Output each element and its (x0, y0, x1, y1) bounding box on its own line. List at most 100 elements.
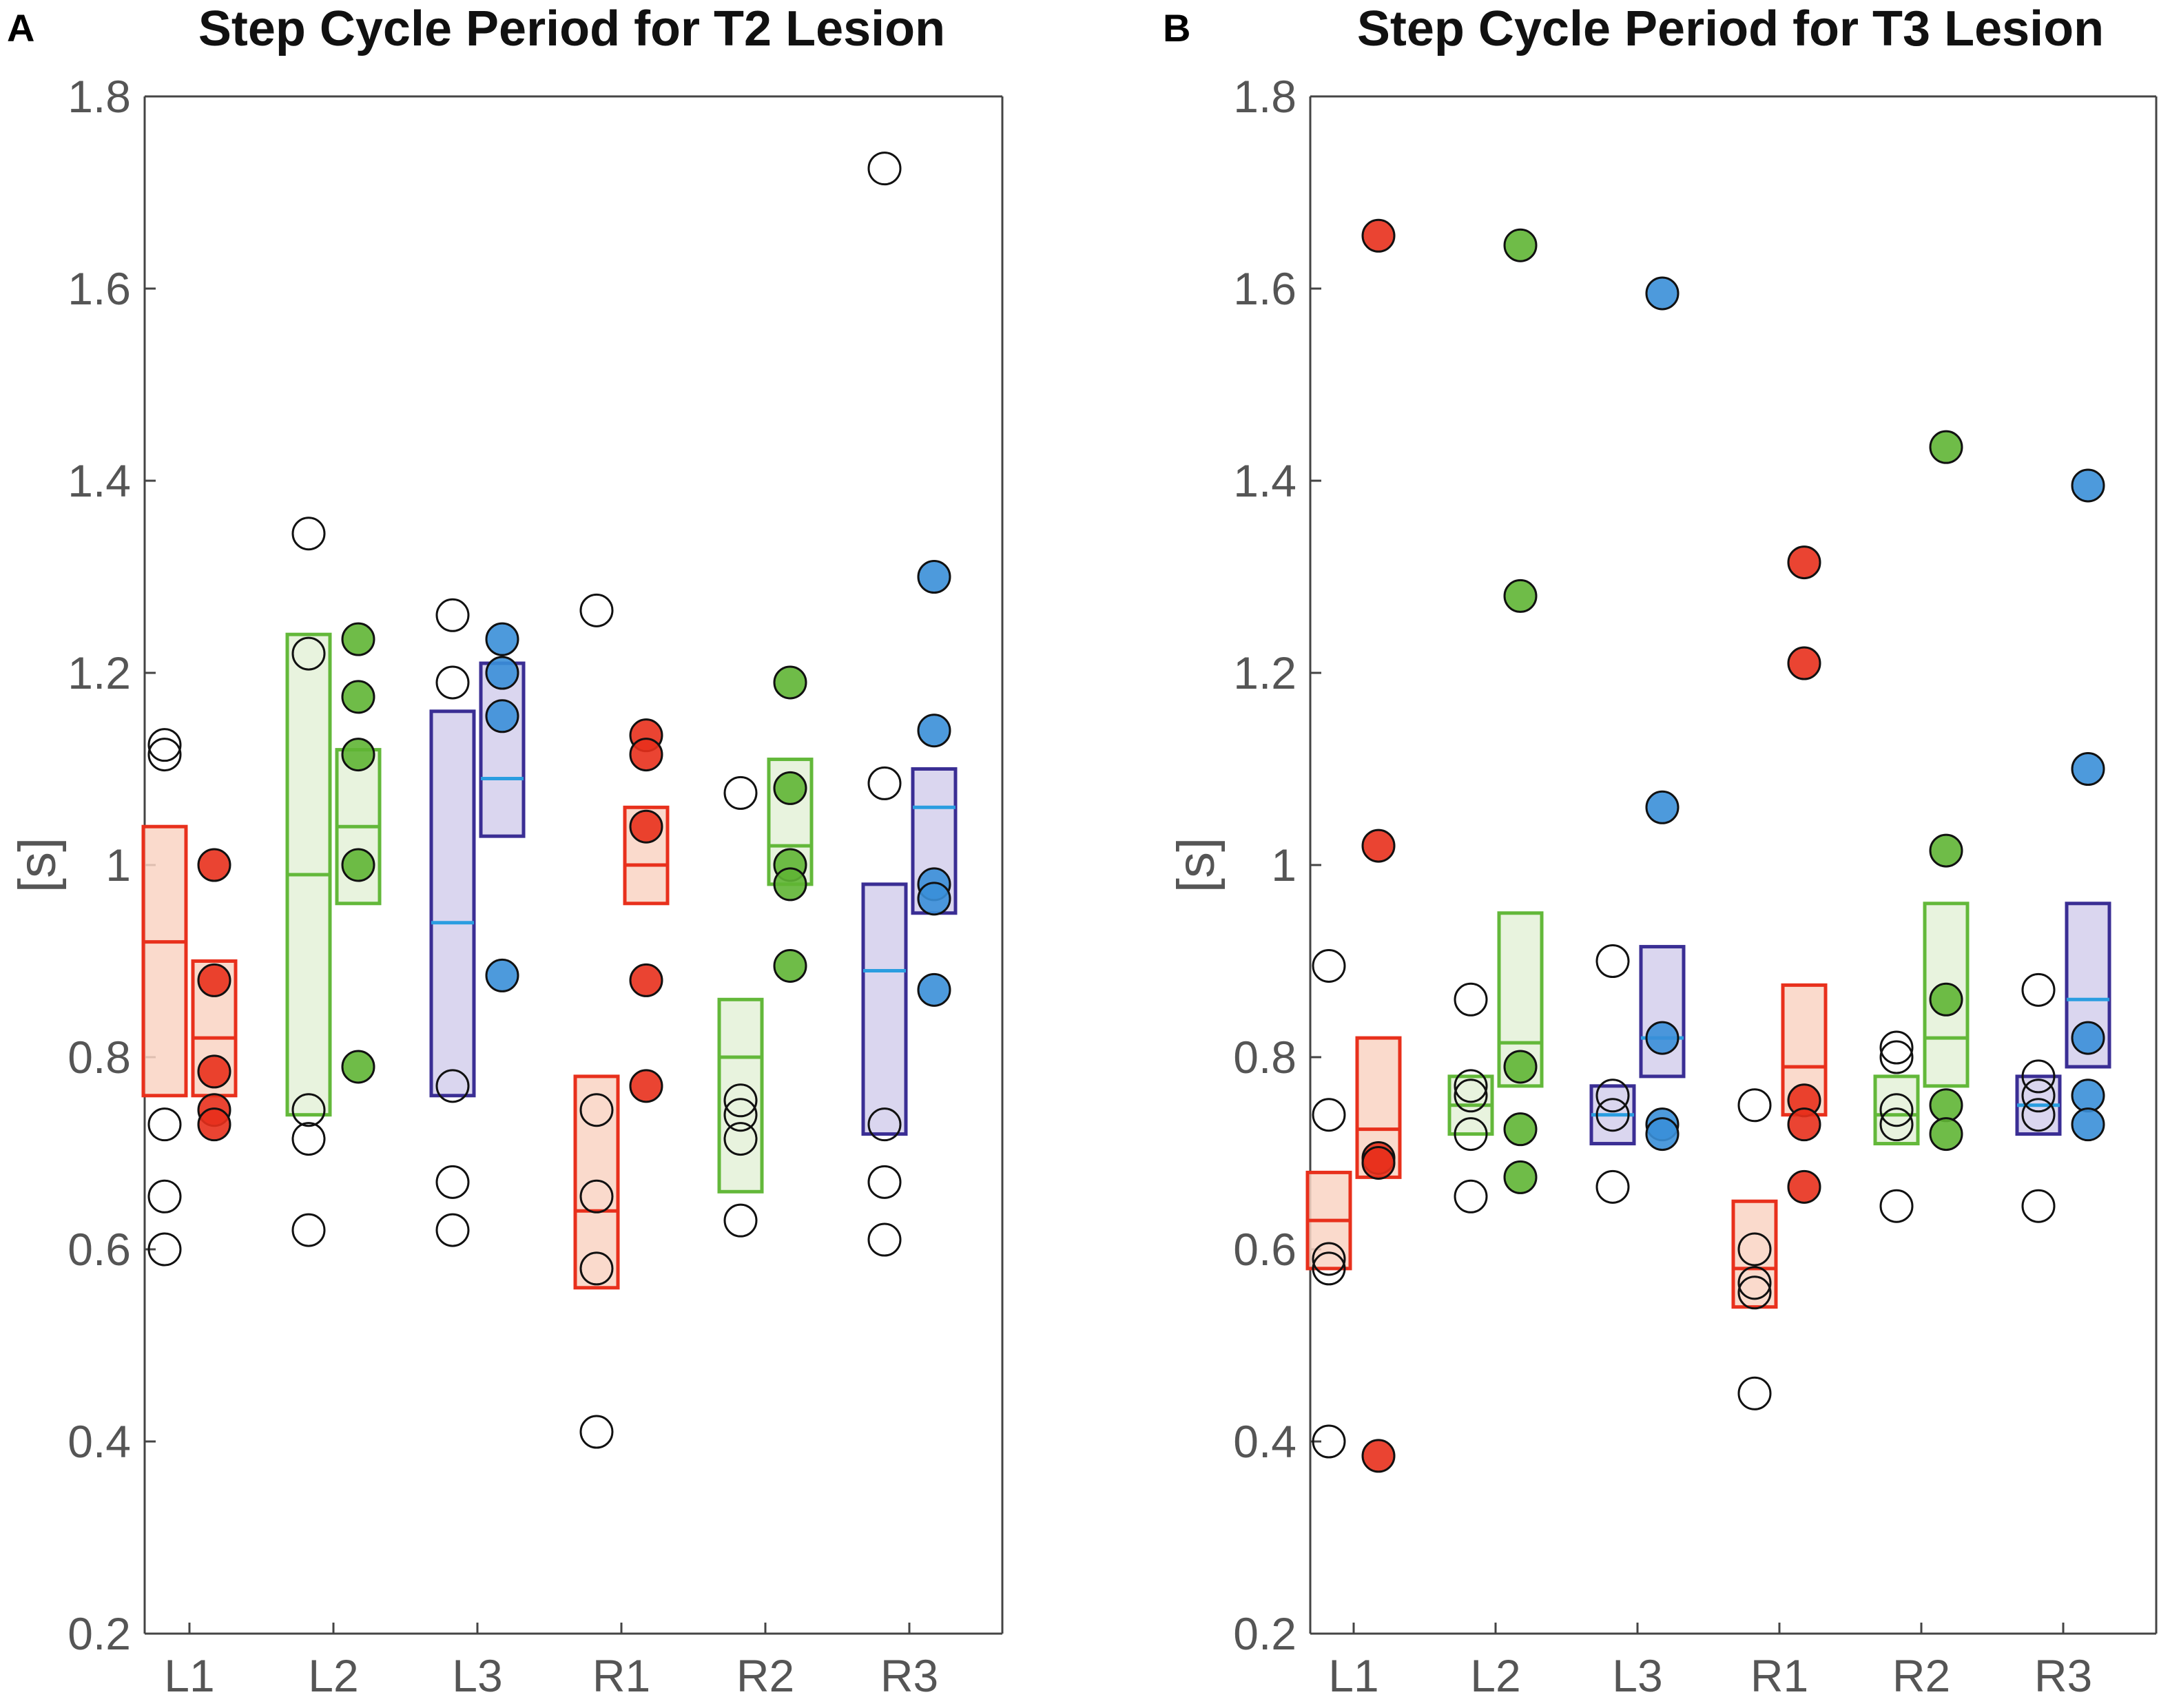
p0-point-L3-pre-3 (435, 1165, 470, 1199)
p1-x-tick-label-R3: R3 (2034, 1650, 2092, 1701)
p1-point-L1-pre-0 (1312, 948, 1346, 983)
p1-point-R3-pre-4 (2021, 1189, 2056, 1223)
p0-y-tick-label-3: 0.8 (68, 1032, 131, 1083)
p0-point-L2-post-4 (341, 1050, 375, 1084)
p0-point-R3-post-0 (917, 560, 951, 594)
p1-point-L3-post-1 (1645, 790, 1680, 824)
p0-point-L3-post-2 (485, 699, 519, 733)
p1-point-L1-post-3 (1361, 1145, 1396, 1180)
p0-point-R1-post-3 (629, 963, 663, 997)
p0-x-tick-label-R2: R2 (736, 1650, 794, 1701)
p1-point-L3-pre-3 (1595, 1169, 1630, 1204)
p1-point-R3-post-1 (2071, 752, 2105, 786)
p1-x-tick-label-L2: L2 (1470, 1650, 1520, 1701)
p1-point-R1-post-3 (1787, 1107, 1821, 1142)
p0-point-R3-pre-3 (867, 1165, 902, 1199)
p1-x-tick-label-R1: R1 (1750, 1650, 1808, 1701)
panel-b-title: Step Cycle Period for T3 Lesion (1357, 1, 2104, 56)
p1-point-L1-post-1 (1361, 829, 1396, 863)
p0-point-L3-pre-4 (435, 1213, 470, 1247)
p0-point-L1-post-1 (197, 963, 231, 997)
p0-point-L1-post-2 (197, 1054, 231, 1089)
p1-point-L2-post-2 (1503, 1050, 1538, 1084)
p1-box-L3-post (1639, 945, 1686, 1079)
p0-y-tick-label-8: 1.8 (68, 71, 131, 122)
p0-point-R3-pre-0 (867, 152, 902, 186)
p1-point-L1-pre-2 (1312, 1242, 1346, 1276)
p0-x-tick-label-L2: L2 (308, 1650, 358, 1701)
p1-y-tick-label-4: 1 (1271, 840, 1296, 891)
p1-point-L1-pre-4 (1312, 1424, 1346, 1459)
p0-point-L3-post-1 (485, 656, 519, 690)
p0-point-L3-pre-1 (435, 665, 470, 700)
p0-y-tick-label-7: 1.6 (68, 263, 131, 314)
p1-point-R1-pre-2 (1737, 1266, 1772, 1300)
p1-point-L2-post-4 (1503, 1160, 1538, 1194)
p1-point-L3-pre-2 (1595, 1098, 1630, 1132)
p0-point-R1-pre-2 (579, 1179, 614, 1214)
p1-point-R1-pre-3 (1737, 1275, 1772, 1310)
p0-point-L1-post-4 (197, 1107, 231, 1142)
p0-point-R3-post-1 (917, 714, 951, 748)
panel-b-letter: B (1163, 6, 1190, 50)
p0-point-R1-post-2 (629, 809, 663, 844)
p0-box-L3-pre (429, 709, 476, 1098)
p1-point-R2-pre-4 (1879, 1189, 1914, 1223)
p0-point-L2-pre-4 (291, 1213, 326, 1247)
panel-b-y-axis-label: [s] (1167, 837, 1226, 893)
p1-point-L3-post-2 (1645, 1021, 1680, 1055)
p1-point-R2-post-4 (1929, 1117, 1963, 1152)
p0-point-R1-pre-3 (579, 1251, 614, 1286)
p0-point-R1-pre-4 (579, 1415, 614, 1449)
p1-point-L2-pre-1 (1454, 1069, 1488, 1103)
panel-a-y-axis-label: [s] (8, 837, 67, 893)
panel-a-letter: A (7, 6, 34, 50)
p1-point-L1-post-0 (1361, 218, 1396, 253)
p0-point-L2-pre-3 (291, 1122, 326, 1156)
p1-point-R2-pre-0 (1879, 1030, 1914, 1065)
p0-point-L2-pre-1 (291, 636, 326, 671)
p0-point-R1-post-1 (629, 738, 663, 772)
p0-point-R3-post-4 (917, 972, 951, 1007)
p1-point-L2-post-3 (1503, 1112, 1538, 1147)
p1-x-tick-label-L3: L3 (1612, 1650, 1662, 1701)
p0-x-tick-label-L1: L1 (164, 1650, 214, 1701)
p0-point-R1-pre-1 (579, 1093, 614, 1127)
p1-point-R2-post-2 (1929, 982, 1963, 1017)
p0-point-R2-pre-2 (723, 1098, 758, 1132)
p1-point-R3-post-4 (2071, 1107, 2105, 1142)
p0-point-R2-post-4 (773, 948, 807, 983)
p1-point-R3-pre-0 (2021, 972, 2056, 1007)
p0-y-tick-label-2: 0.6 (68, 1224, 131, 1275)
p1-point-L3-pre-0 (1595, 944, 1630, 978)
p1-point-R1-post-1 (1787, 646, 1821, 680)
p1-point-R1-pre-0 (1737, 1088, 1772, 1123)
p1-point-L2-pre-2 (1454, 1079, 1488, 1113)
p0-point-R2-pre-3 (723, 1122, 758, 1156)
p1-point-R1-pre-4 (1737, 1376, 1772, 1410)
p0-point-R3-pre-4 (867, 1222, 902, 1257)
p1-y-tick-label-3: 0.8 (1233, 1032, 1296, 1083)
p1-point-R3-post-0 (2071, 468, 2105, 503)
p0-point-L2-post-0 (341, 622, 375, 656)
p0-point-R2-pre-0 (723, 775, 758, 810)
p1-point-L1-pre-3 (1312, 1251, 1346, 1286)
p0-y-tick-label-0: 0.2 (68, 1608, 131, 1659)
panel-a-plot-area: 0.2 0.4 0.6 0.8 1 1.2 1.4 1.6 1.8 L1 L2 L3 R1 R2 R3 (68, 71, 1004, 1701)
p1-point-R3-pre-3 (2021, 1098, 2056, 1132)
p0-y-tick-label-4: 1 (105, 840, 131, 891)
p0-point-L3-pre-2 (435, 1069, 470, 1103)
p1-point-L2-post-1 (1503, 579, 1538, 613)
p0-point-R1-pre-0 (579, 593, 614, 627)
p0-point-R3-post-3 (917, 882, 951, 916)
p0-box-L1-pre (141, 824, 188, 1098)
p1-point-L1-post-4 (1361, 1439, 1396, 1473)
panel-a-title: Step Cycle Period for T2 Lesion (198, 1, 945, 56)
p0-point-L2-post-1 (341, 680, 375, 714)
p0-point-L1-post-0 (197, 848, 231, 882)
p1-y-tick-label-1: 0.4 (1233, 1416, 1296, 1467)
p1-point-R2-pre-2 (1879, 1093, 1914, 1127)
p1-y-tick-label-7: 1.6 (1233, 263, 1296, 314)
p1-point-L1-pre-1 (1312, 1098, 1346, 1132)
